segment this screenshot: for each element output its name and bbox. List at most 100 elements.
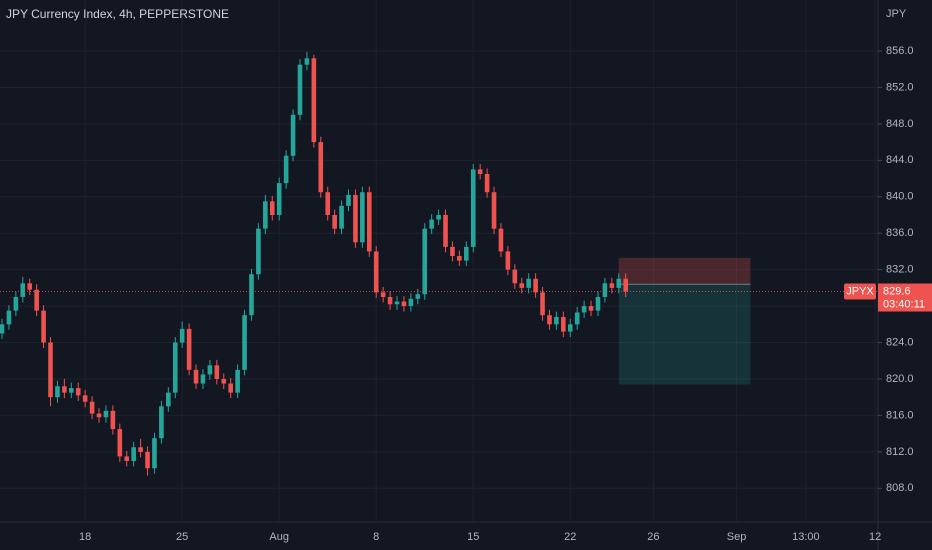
candle-body (547, 315, 552, 325)
candle-body (256, 228, 261, 275)
candle-body (200, 374, 206, 384)
candle-body (526, 278, 531, 288)
candle-body (470, 169, 476, 247)
candle-body (290, 114, 296, 156)
candle-body (96, 413, 102, 418)
candle-body (179, 328, 185, 343)
candles (0, 51, 878, 476)
symbol-tag (844, 283, 876, 300)
candle-body (332, 214, 337, 229)
x-tick-label: Aug (269, 531, 289, 543)
candle-body (41, 310, 46, 343)
stop-zone[interactable] (618, 257, 751, 285)
candle-body (124, 456, 130, 461)
candle-body (269, 201, 275, 215)
candle-body (152, 438, 157, 469)
x-tick-label: 15 (467, 531, 479, 543)
candle-body (373, 251, 379, 293)
symbol-tag-text: JPYX (846, 285, 874, 297)
candle-body (138, 447, 143, 452)
chart-title: JPY Currency Index, 4h, PEPPERSTONE (6, 7, 229, 21)
candle-body (242, 315, 247, 370)
candle-body (595, 296, 601, 311)
candle-body (464, 246, 469, 261)
candle-body (346, 194, 351, 206)
x-tick-label: 12 (869, 531, 881, 543)
candle-body (450, 246, 455, 256)
candle-body (145, 451, 150, 469)
candle-body (166, 392, 171, 407)
candle-body (318, 142, 324, 193)
candle-body (207, 365, 213, 375)
candle-body (408, 298, 414, 307)
candle-body (519, 283, 525, 288)
price-tag-text: 829.6 (883, 285, 911, 297)
candle-body (616, 278, 622, 288)
candle-body (505, 251, 511, 270)
candle-body (117, 429, 123, 457)
candle-body (353, 194, 358, 243)
axis-unit: JPY (886, 8, 907, 20)
target-zone[interactable] (618, 284, 751, 385)
y-tick-label: 808.0 (886, 482, 914, 494)
y-tick-label: 824.0 (886, 336, 914, 348)
candle-body (339, 205, 344, 229)
y-tick-label: 848.0 (886, 118, 914, 130)
candle-body (443, 214, 448, 247)
candle-body (366, 192, 372, 252)
candle-body (82, 395, 88, 402)
price-tag (878, 283, 932, 312)
candle-body (263, 201, 268, 229)
candle-body (110, 410, 116, 430)
candle-body (221, 378, 227, 384)
countdown-text: 03:40:11 (883, 298, 925, 310)
candle-body (55, 386, 60, 398)
candle-body (172, 342, 178, 393)
candle-body (394, 301, 400, 305)
candle-body (623, 278, 628, 292)
x-tick-label: 22 (564, 531, 576, 543)
candle-body (561, 317, 566, 332)
candle-body (588, 306, 594, 311)
y-tick-label: 812.0 (886, 446, 914, 458)
candle-body (602, 283, 608, 297)
candle-body (491, 192, 497, 229)
candle-body (304, 58, 310, 65)
candle-body (609, 283, 615, 288)
candle-body (283, 155, 289, 184)
y-tick-label: 844.0 (886, 154, 914, 166)
candle-body (89, 401, 95, 414)
candle-body (193, 369, 199, 384)
candle-body (554, 317, 559, 325)
y-tick-label: 856.0 (886, 45, 914, 57)
candle-body (235, 369, 240, 393)
y-tick-label: 816.0 (886, 409, 914, 421)
y-tick-label: 820.0 (886, 373, 914, 385)
candle-body (6, 310, 12, 325)
candle-body (0, 324, 5, 334)
candle-body (62, 386, 67, 393)
candle-body (48, 342, 53, 398)
candle-body (228, 383, 233, 393)
candle-body (540, 292, 545, 316)
candle-body (380, 292, 386, 297)
candle-body (477, 169, 483, 174)
candle-body (422, 228, 428, 295)
candle-body (27, 283, 33, 290)
candle-body (512, 269, 518, 284)
y-tick-label: 832.0 (886, 264, 914, 276)
y-tick-label: 852.0 (886, 81, 914, 93)
y-tick-label: 836.0 (886, 227, 914, 239)
x-tick-label: 13:00 (792, 531, 820, 543)
candle-body (34, 289, 39, 311)
position-tool[interactable] (618, 257, 751, 385)
candle-body (214, 365, 220, 379)
candle-body (567, 324, 573, 332)
candle-body (311, 58, 317, 143)
grid (0, 0, 878, 522)
candle-body (103, 410, 109, 418)
x-tick-label: 8 (373, 531, 379, 543)
candle-body (186, 328, 192, 370)
